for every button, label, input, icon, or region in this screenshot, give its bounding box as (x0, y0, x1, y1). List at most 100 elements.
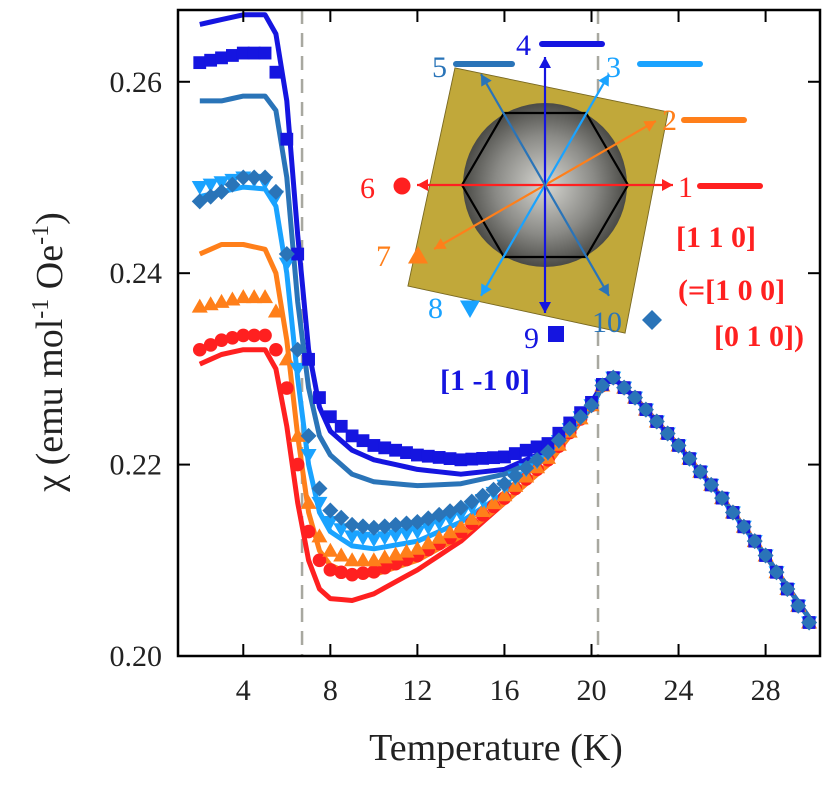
series-point-6 (214, 333, 229, 347)
direction-number-7: 7 (376, 240, 391, 273)
series-point-9 (334, 419, 348, 433)
series-point-6 (280, 381, 294, 395)
series-point-9 (291, 247, 305, 261)
series-point-10 (768, 564, 785, 581)
series-point-10 (496, 475, 513, 492)
series-point-7 (257, 289, 274, 304)
series-point-9 (519, 443, 533, 457)
series-point-7 (463, 510, 480, 525)
series-point-8 (202, 178, 219, 193)
series-point-6 (192, 342, 207, 357)
series-point-6 (258, 328, 272, 343)
series-point-7 (235, 289, 252, 304)
series-point-10 (213, 183, 230, 200)
legend-marker-6 (393, 177, 411, 195)
series-point-7 (442, 524, 459, 539)
arrow-head-1 (662, 179, 673, 191)
series-point-10 (735, 518, 752, 535)
x-tick-label: 12 (402, 674, 432, 707)
series-point-10 (474, 487, 491, 504)
legend-marker-9 (548, 326, 564, 342)
series-point-8 (387, 529, 404, 544)
series-point-9 (258, 46, 272, 60)
series-point-10 (779, 581, 796, 598)
y-tick-label: 0.24 (110, 257, 163, 290)
direction-legend: 1 2 3 4 5 6 7 8 9 10 (360, 29, 763, 355)
series-point-7 (354, 552, 371, 567)
series-point-10 (463, 493, 480, 510)
series-point-9 (356, 434, 370, 448)
direction-number-4: 4 (516, 29, 531, 62)
x-tick-label: 20 (576, 674, 606, 707)
label-1-10: [1 -1 0] (440, 364, 530, 397)
series-point-7 (474, 503, 491, 518)
series-point-9 (465, 452, 479, 466)
series-point-6 (323, 563, 338, 577)
series-point-10 (539, 444, 556, 461)
series-point-8 (213, 176, 230, 191)
series-point-8 (322, 516, 339, 531)
series-point-9 (236, 46, 250, 60)
series-point-9 (204, 53, 218, 67)
series-point-10 (344, 516, 361, 533)
series-point-10 (648, 413, 665, 430)
series-point-10 (583, 397, 600, 414)
series-point-10 (398, 515, 415, 532)
series-point-6 (312, 553, 327, 568)
series-point-10 (550, 432, 567, 449)
series-point-10 (365, 519, 382, 536)
series-point-10 (637, 401, 654, 418)
series-point-9 (302, 352, 315, 366)
arrow-head-3 (481, 283, 492, 296)
series-point-9 (400, 446, 413, 460)
series-point-10 (507, 467, 524, 484)
series-point-10 (757, 547, 774, 564)
series-point-10 (257, 169, 274, 186)
series-point-6 (334, 565, 349, 580)
direction-arrow-5 (480, 73, 610, 297)
series-point-9 (378, 441, 392, 455)
series-point-10 (746, 533, 763, 550)
series-point-10 (561, 420, 578, 437)
series-point-7 (344, 552, 361, 567)
series-point-9 (454, 453, 468, 467)
y-tick-label: 0.26 (110, 66, 163, 99)
series-point-8 (289, 362, 306, 377)
series-point-10 (714, 490, 731, 507)
series-point-8 (278, 257, 295, 272)
series-point-7 (267, 303, 284, 318)
series-point-7 (496, 487, 513, 502)
series-point-10 (246, 169, 263, 186)
series-point-9 (476, 451, 490, 465)
series-point-10 (801, 614, 818, 631)
series-point-10 (300, 427, 317, 444)
series-point-8 (333, 523, 350, 538)
legend-marker-8 (460, 300, 480, 318)
series-point-9 (323, 410, 337, 424)
direction-number-10: 10 (592, 306, 622, 339)
series-point-7 (420, 535, 437, 550)
series-point-7 (485, 495, 502, 510)
series-point-10 (703, 476, 720, 493)
series-point-9 (432, 451, 446, 464)
arrow-head-5 (598, 283, 609, 296)
series-point-8 (191, 181, 208, 196)
series-point-7 (333, 547, 350, 562)
series-point-7 (246, 289, 263, 304)
series-point-7 (300, 494, 317, 509)
direction-number-6: 6 (360, 172, 375, 205)
series-point-8 (431, 516, 448, 531)
series-point-7 (322, 542, 339, 557)
arrow-head-2 (643, 121, 656, 132)
axis-ticks: 4 8 12 16 20 24 280.200.220.240.26 (110, 10, 820, 707)
x-tick-label: 24 (664, 674, 694, 707)
series-point-6 (301, 524, 316, 539)
series-point-10 (659, 425, 676, 442)
series-point-7 (431, 529, 448, 544)
direction-number-5: 5 (432, 51, 447, 84)
series-point-6 (367, 564, 381, 579)
legend-marker-7 (408, 246, 428, 264)
series-point-9 (530, 440, 544, 454)
series-point-7 (452, 518, 469, 533)
